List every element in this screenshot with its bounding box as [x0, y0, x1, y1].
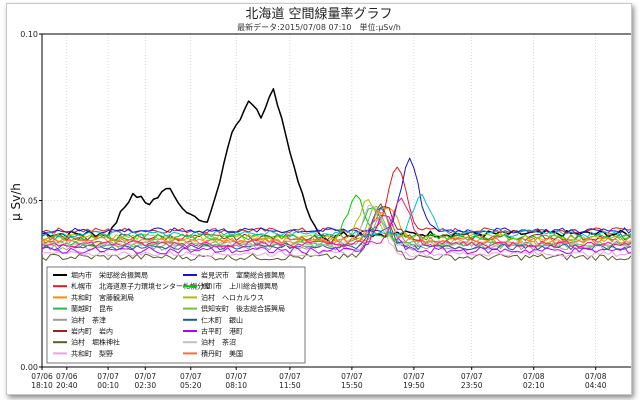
line-chart: 北海道 空間線量率グラフ 最新データ:2015/07/08 07:10 単位:μ… [9, 6, 631, 390]
legend-label: 札幌市 北海道原子力環境センター札幌分室 [71, 282, 211, 291]
x-tick-label-date: 07/07 [225, 372, 247, 381]
series-line [41, 203, 631, 261]
series-lines [41, 88, 631, 261]
x-tick-label-time: 05:20 [180, 381, 202, 390]
chart-subtitle: 最新データ:2015/07/08 07:10 単位:μSv/h [237, 22, 401, 32]
x-tick-label-date: 07/07 [403, 372, 425, 381]
x-tick-label-time: 02:10 [523, 381, 545, 390]
legend-label: 泊村 茶津 [71, 315, 106, 324]
legend-label: 積丹町 美国 [201, 349, 243, 358]
y-tick-label: 0.00 [20, 363, 38, 372]
x-tick-label-time: 02:30 [134, 381, 156, 390]
legend-label: 岩内町 岩内 [71, 327, 113, 336]
legend-label: 古平町 港町 [201, 327, 243, 336]
y-tick-label: 0.10 [20, 30, 38, 39]
legend-label: 泊村 堀株神社 [71, 338, 120, 347]
chart-frame: 北海道 空間線量率グラフ 最新データ:2015/07/08 07:10 単位:μ… [6, 3, 632, 395]
x-tick-label-date: 07/07 [461, 372, 483, 381]
x-tick-label-time: 23:50 [461, 381, 483, 390]
x-tick-label-time: 18:10 [31, 381, 53, 390]
x-tick-label-time: 04:40 [585, 381, 607, 390]
x-tick-label-date: 07/07 [134, 372, 156, 381]
y-tick-label: 0.05 [20, 197, 38, 206]
legend-label: 仁木町 銀山 [201, 315, 243, 324]
legend-label: 蘭越町 昆布 [71, 304, 113, 313]
x-tick-label-date: 07/07 [279, 372, 301, 381]
x-tick-label-time: 00:10 [97, 381, 119, 390]
axes: 0.000.050.1007/0618:1007/0620:4007/0700:… [20, 30, 631, 390]
legend-label: 岩見沢市 室蘭総合振興局 [201, 271, 285, 280]
x-tick-label-time: 11:50 [279, 381, 301, 390]
x-tick-label-time: 20:40 [56, 381, 78, 390]
y-axis-label: μ Sv/h [9, 183, 23, 221]
series-line [41, 193, 631, 238]
legend-label: 泊村 茶沼 [201, 338, 236, 347]
x-tick-label-time: 08:10 [225, 381, 247, 390]
x-tick-label-date: 07/07 [180, 372, 202, 381]
x-tick-label-date: 07/07 [341, 372, 363, 381]
x-tick-label-date: 07/06 [56, 372, 78, 381]
x-tick-label-date: 07/08 [523, 372, 545, 381]
series-line [41, 157, 631, 234]
x-tick-label-time: 19:50 [403, 381, 425, 390]
series-line [41, 210, 631, 245]
series-line [41, 215, 631, 255]
chart-title: 北海道 空間線量率グラフ [245, 6, 392, 22]
x-tick-label-date: 07/07 [97, 372, 119, 381]
legend-label: 倶知安町 後志総合振興局 [201, 304, 285, 313]
x-tick-label-date: 07/08 [585, 372, 607, 381]
legend-label: 共和町 宮藤観測局 [71, 293, 134, 302]
x-tick-label-date: 07/06 [31, 372, 53, 381]
legend-label: 旭川市 上川総合振興局 [201, 282, 278, 291]
series-line [41, 199, 631, 241]
legend-label: 共和町 梨野 [71, 349, 113, 358]
series-line [41, 197, 631, 248]
legend-label: 堀内市 栄邸総合振興局 [71, 271, 148, 280]
legend-label: 泊村 ヘロカルウス [201, 293, 264, 302]
series-line [41, 88, 631, 246]
legend-box [46, 266, 306, 364]
x-tick-label-time: 15:50 [341, 381, 363, 390]
